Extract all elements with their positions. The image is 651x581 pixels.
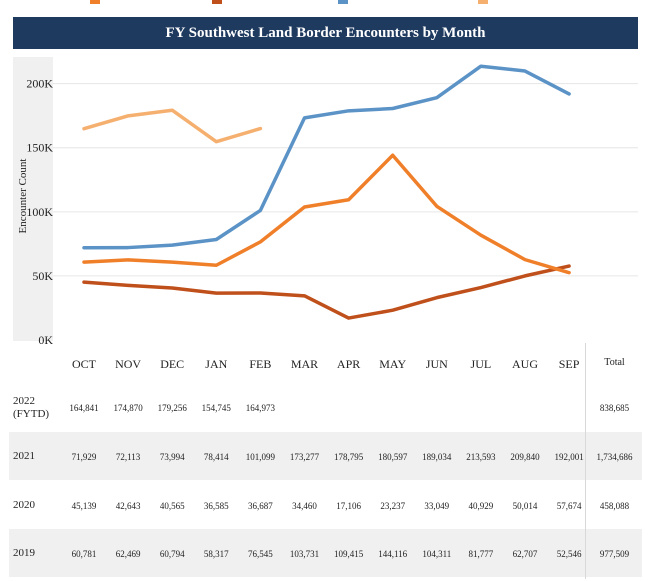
table-cell: 109,415 xyxy=(333,549,364,559)
table-cell: 52,546 xyxy=(556,549,582,559)
month-header: FEB xyxy=(249,357,272,371)
y-axis-panel xyxy=(13,57,53,341)
table-cell: 76,545 xyxy=(248,549,273,559)
table-row-band xyxy=(9,529,642,577)
month-header: JAN xyxy=(205,357,228,371)
table-cell: 58,317 xyxy=(203,549,229,559)
table-cell: 104,311 xyxy=(422,549,452,559)
table-cell: 40,929 xyxy=(468,501,494,511)
y-tick-label: 0K xyxy=(38,333,53,345)
table-cell: 42,643 xyxy=(115,501,141,511)
legend-swatch xyxy=(478,0,488,4)
table-cell: 209,840 xyxy=(510,452,540,462)
table-cell: 81,777 xyxy=(468,549,494,559)
table-cell: 36,687 xyxy=(248,501,273,511)
row-label-line: 2020 xyxy=(13,499,35,511)
table-cell: 72,113 xyxy=(115,452,141,462)
month-header: JUL xyxy=(470,357,492,371)
table-cell: 40,565 xyxy=(159,501,185,511)
row-label: 2022 (FYTD) xyxy=(13,395,49,421)
month-header: AUG xyxy=(512,357,538,371)
y-tick-label: 150K xyxy=(26,141,53,155)
y-tick-label: 100K xyxy=(26,205,53,219)
total-cell: 977,509 xyxy=(599,549,630,559)
row-label: 2021 xyxy=(13,450,35,463)
data-table: OCT NOV DEC JAN FEB MAR APR MAY JUN JUL AUG SEP Tota… xyxy=(9,343,642,579)
row-label: 2020 xyxy=(13,499,35,512)
series-line-2021 xyxy=(82,64,571,250)
table-cell: 45,139 xyxy=(71,501,97,511)
table-cell: 62,469 xyxy=(115,549,141,559)
table-cell: 23,237 xyxy=(380,501,406,511)
table-cell: 178,795 xyxy=(333,452,364,462)
total-column-divider xyxy=(585,343,586,579)
month-header: DEC xyxy=(160,357,185,371)
table-cell: 60,794 xyxy=(159,549,185,559)
table-cell: 50,014 xyxy=(512,501,538,511)
month-header: MAR xyxy=(290,357,319,371)
table-cell: 33,049 xyxy=(424,501,450,511)
table-cell: 62,707 xyxy=(512,549,538,559)
row-label-line: 2021 xyxy=(13,450,35,462)
table-cell: 60,781 xyxy=(71,549,97,559)
table-row-band xyxy=(9,383,642,431)
table-cell: 213,593 xyxy=(466,452,496,462)
month-header: APR xyxy=(336,357,361,371)
total-cell: 458,088 xyxy=(599,501,630,511)
total-cell: 838,685 xyxy=(599,403,630,413)
total-cell: 1,734,686 xyxy=(596,452,633,462)
month-header: NOV xyxy=(115,357,142,371)
legend-strip xyxy=(0,0,651,8)
chart-title: FY Southwest Land Border Encounters by M… xyxy=(13,17,638,49)
y-tick-label: 200K xyxy=(26,77,53,91)
month-header: SEP xyxy=(558,357,580,371)
row-label-line: 2019 xyxy=(13,547,35,559)
series-line-2019 xyxy=(82,153,571,275)
table-cell: 144,116 xyxy=(378,549,408,559)
row-label: 2019 xyxy=(13,547,35,560)
table-cell: 179,256 xyxy=(157,403,187,413)
series-line-2022 xyxy=(82,108,263,144)
table-cell: 78,414 xyxy=(203,452,229,462)
y-tick-label: 50K xyxy=(32,269,53,283)
month-header: OCT xyxy=(72,357,96,371)
table-cell: 154,745 xyxy=(201,403,231,413)
table-cell: 180,597 xyxy=(378,452,408,462)
table-cell: 36,585 xyxy=(203,501,229,511)
table-cell: 73,994 xyxy=(159,452,185,462)
series-line-2020 xyxy=(82,264,571,320)
table-cell: 173,277 xyxy=(289,452,320,462)
table-cell: 103,731 xyxy=(289,549,320,559)
table-cell: 164,841 xyxy=(69,403,99,413)
table-cell: 192,001 xyxy=(554,452,584,462)
table-cell: 164,973 xyxy=(245,403,276,413)
line-chart: 0K 50K 100K 150K 200K xyxy=(26,64,638,345)
total-header: Total xyxy=(604,357,625,368)
table-cell: 101,099 xyxy=(245,452,276,462)
y-axis-label: Encounter Count xyxy=(17,158,29,234)
month-header: MAY xyxy=(379,357,407,371)
table-cell: 189,034 xyxy=(422,452,452,462)
table-row-band xyxy=(9,481,642,529)
chart-panel xyxy=(13,57,638,341)
table-cell: 71,929 xyxy=(71,452,97,462)
table-row-band xyxy=(9,432,642,480)
month-header: JUN xyxy=(425,357,448,371)
row-label-line: 2022 xyxy=(13,395,35,407)
legend-swatch xyxy=(90,0,100,4)
table-cell: 57,674 xyxy=(556,501,582,511)
legend-swatch xyxy=(212,0,222,4)
table-cell: 17,106 xyxy=(336,501,361,511)
row-label-line: (FYTD) xyxy=(13,408,50,420)
table-cell: 34,460 xyxy=(292,501,317,511)
table-cell: 174,870 xyxy=(113,403,143,413)
legend-swatch xyxy=(338,0,348,4)
